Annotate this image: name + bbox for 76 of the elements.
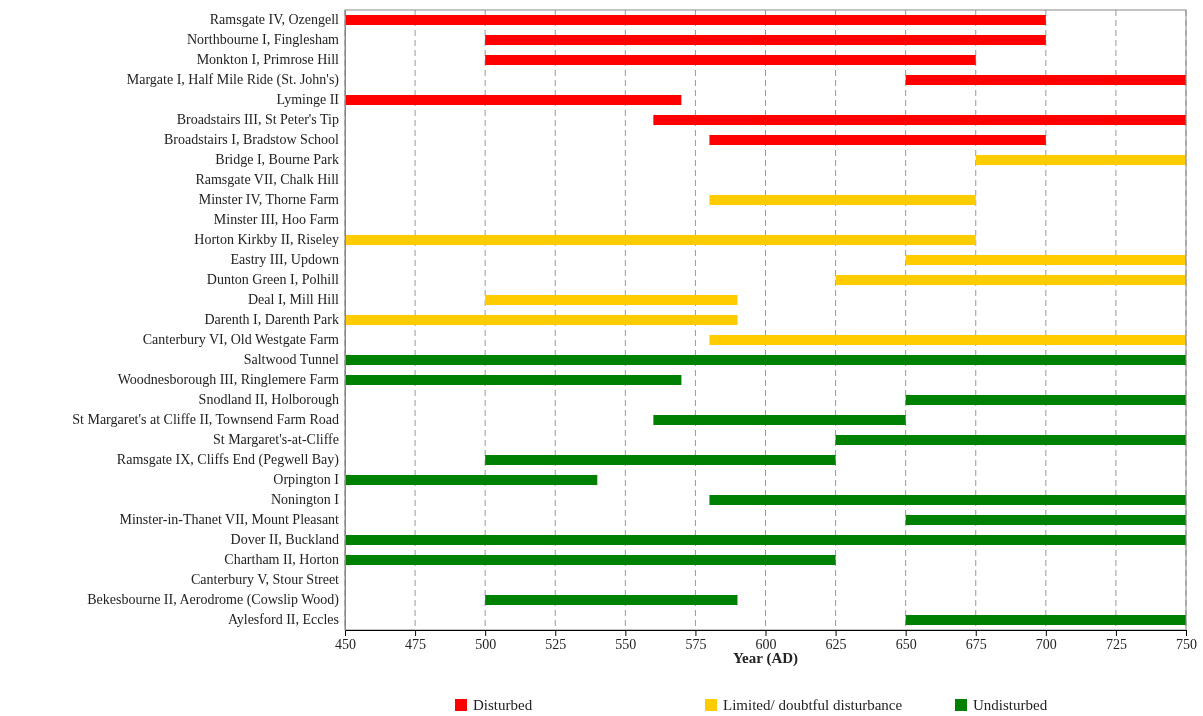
y-tick-label: Chartham II, Horton: [224, 552, 339, 568]
y-tick-label: Aylesford II, Eccles: [227, 612, 339, 628]
x-tick-label: 575: [685, 636, 707, 652]
bar: [485, 595, 738, 605]
bar: [485, 455, 836, 465]
y-tick-label: Canterbury VI, Old Westgate Farm: [142, 332, 340, 348]
bar: [975, 155, 1186, 165]
x-tick-label: 600: [755, 636, 777, 652]
y-tick-label: Snodland II, Holborough: [198, 392, 339, 408]
y-tick-label: Deal I, Mill Hill: [248, 292, 340, 308]
bar: [345, 315, 738, 325]
bar: [905, 615, 1186, 625]
y-tick-label: Lyminge II: [276, 92, 340, 108]
x-tick-label: 625: [825, 636, 847, 652]
bar: [709, 135, 1046, 145]
bar: [905, 75, 1186, 85]
bar: [905, 515, 1186, 525]
y-tick-label: Ramsgate IV, Ozengell: [209, 12, 340, 28]
y-tick-label: Dunton Green I, Polhill: [206, 272, 340, 288]
y-tick-label: Woodnesborough III, Ringlemere Farm: [117, 372, 340, 388]
bar: [345, 235, 976, 245]
x-tick-label: 750: [1176, 636, 1197, 652]
bar: [709, 195, 976, 205]
bar: [345, 95, 682, 105]
x-tick-label: 525: [545, 636, 567, 652]
y-tick-label: Northbourne I, Finglesham: [186, 32, 340, 48]
y-tick-label: Orpington I: [273, 472, 340, 488]
bar: [485, 295, 738, 305]
bar: [709, 495, 1186, 505]
y-tick-label: Broadstairs III, St Peter's Tip: [176, 112, 339, 128]
legend-label: Undisturbed: [973, 697, 1048, 713]
bar: [345, 355, 1186, 365]
legend-label: Disturbed: [473, 697, 533, 713]
y-tick-label: Minster-in-Thanet VII, Mount Pleasant: [119, 512, 340, 528]
x-tick-label: 725: [1105, 636, 1127, 652]
bar: [905, 395, 1186, 405]
y-tick-label: Darenth I, Darenth Park: [204, 312, 339, 328]
x-tick-label: 700: [1035, 636, 1057, 652]
y-tick-label: Nonington I: [270, 492, 340, 508]
x-axis-title: Year (AD): [732, 650, 799, 667]
y-tick-label: Ramsgate VII, Chalk Hill: [195, 172, 340, 188]
bar: [345, 375, 682, 385]
y-tick-label: Canterbury V, Stour Street: [190, 572, 340, 588]
x-tick-label: 675: [965, 636, 987, 652]
y-tick-label: St Margaret's at Cliffe II, Townsend Farm Road: [72, 412, 339, 428]
y-tick-label: Bekesbourne II, Aerodrome (Cowslip Wood): [87, 592, 340, 609]
y-tick-label: Bridge I, Bourne Park: [215, 152, 339, 168]
y-tick-label: Margate I, Half Mile Ride (St. John's): [126, 72, 340, 89]
x-tick-label: 550: [615, 636, 637, 652]
bar: [485, 35, 1046, 45]
y-tick-label: Ramsgate IX, Cliffs End (Pegwell Bay): [116, 452, 340, 469]
bar: [835, 275, 1186, 285]
y-tick-label: Minster III, Hoo Farm: [213, 212, 340, 228]
x-tick-label: 475: [405, 636, 427, 652]
legend-label: Limited/ doubtful disturbance: [723, 697, 903, 713]
bar: [345, 15, 1046, 25]
y-tick-label: Eastry III, Updown: [230, 252, 339, 268]
bar: [835, 435, 1186, 445]
y-tick-label: Dover II, Buckland: [230, 532, 339, 548]
bar: [653, 115, 1186, 125]
x-tick-label: 450: [335, 636, 356, 652]
bar: [905, 255, 1186, 265]
bar: [345, 475, 598, 485]
bar: [653, 415, 906, 425]
y-tick-label: Monkton I, Primrose Hill: [196, 52, 340, 68]
bar: [345, 555, 836, 565]
bar: [485, 55, 976, 65]
y-tick-label: Saltwood Tunnel: [243, 352, 340, 368]
y-tick-label: St Margaret's-at-Cliffe: [212, 432, 339, 448]
x-tick-label: 650: [895, 636, 917, 652]
y-tick-label: Minster IV, Thorne Farm: [198, 192, 340, 208]
y-tick-label: Horton Kirkby II, Riseley: [194, 232, 339, 248]
y-tick-label: Broadstairs I, Bradstow School: [164, 132, 340, 148]
bar: [345, 535, 1186, 545]
x-tick-label: 500: [475, 636, 497, 652]
bar: [709, 335, 1186, 345]
